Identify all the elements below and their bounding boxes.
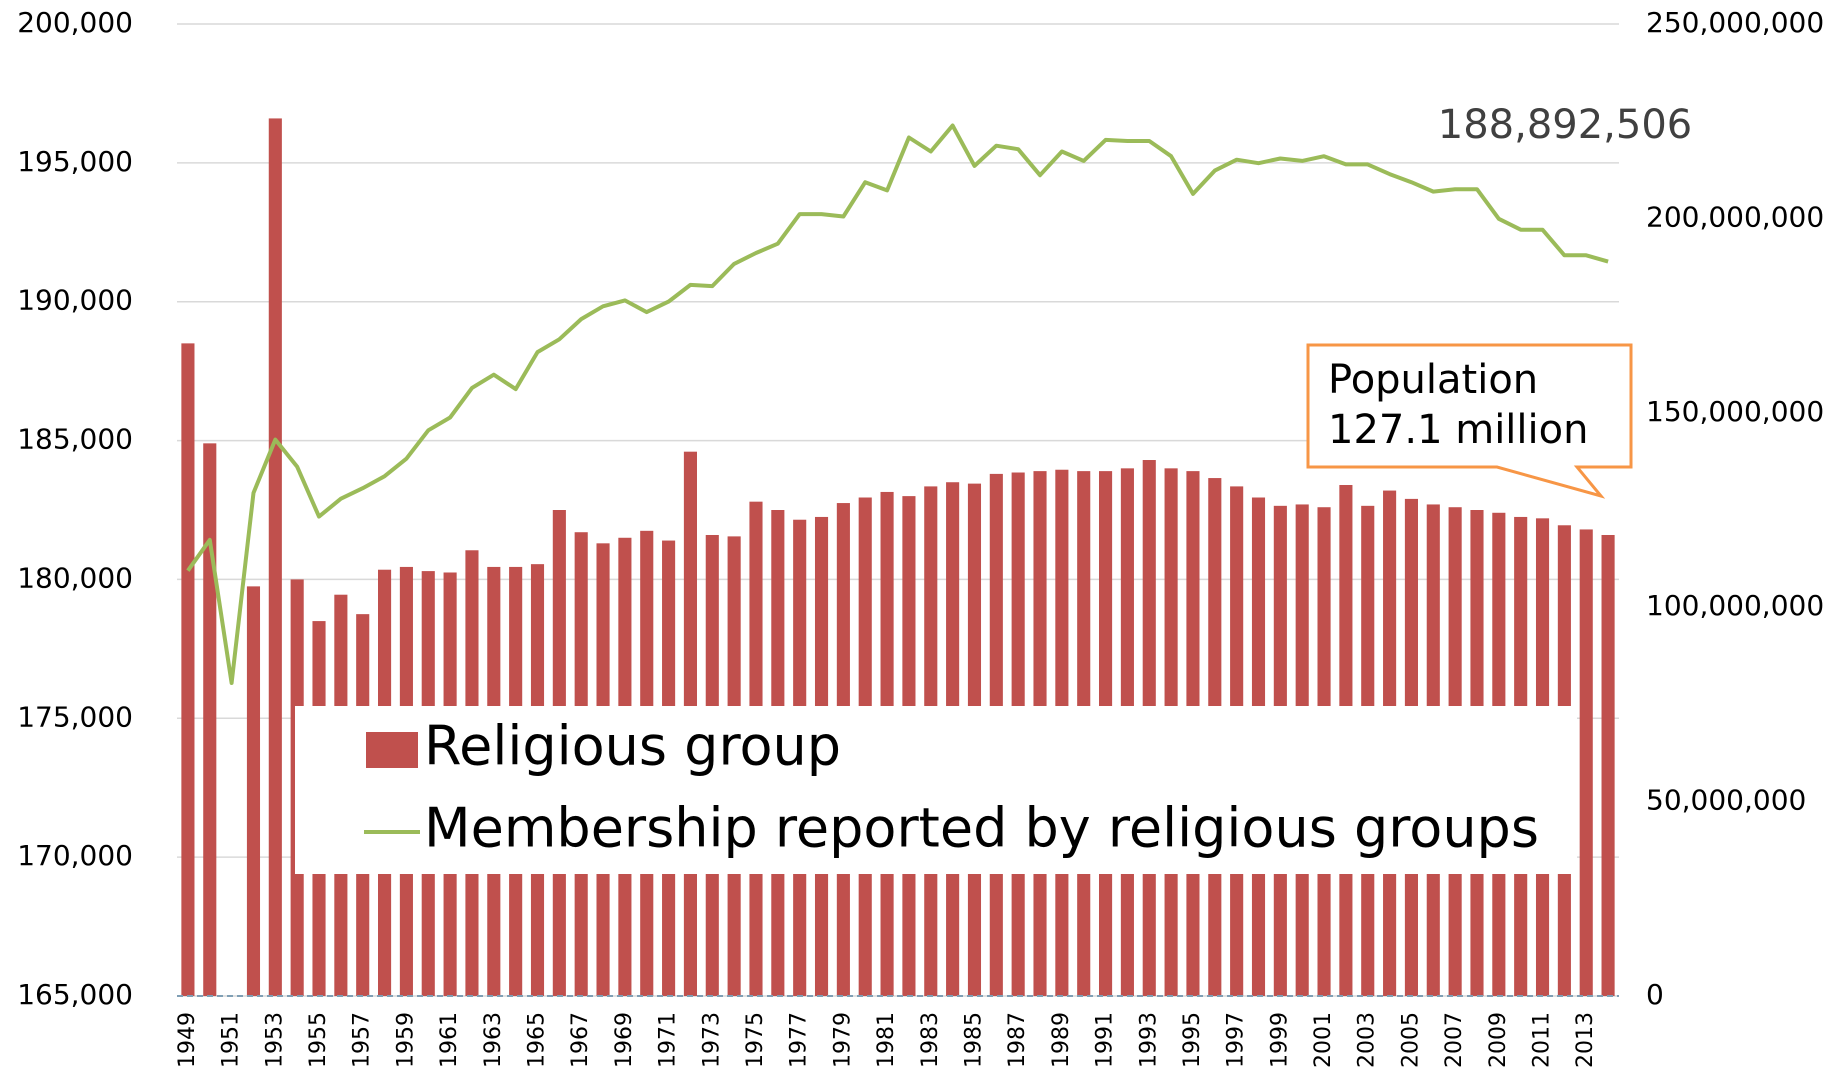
- y-tick-label: 175,000: [17, 700, 133, 733]
- x-tick-label: 1951: [219, 1012, 244, 1068]
- x-tick-label: 2005: [1398, 1012, 1423, 1068]
- y2-tick-label: 50,000,000: [1646, 784, 1806, 817]
- x-tick-label: 1975: [743, 1012, 768, 1068]
- callout-box: [1306, 343, 1633, 499]
- y2-tick-label: 200,000,000: [1646, 200, 1824, 233]
- x-tick-label: 2003: [1355, 1012, 1380, 1068]
- x-tick-label: 2001: [1311, 1012, 1336, 1068]
- x-tick-label: 1983: [918, 1012, 943, 1068]
- x-tick-label: 1981: [874, 1012, 899, 1068]
- bar: [268, 118, 282, 997]
- x-tick-label: 1995: [1180, 1012, 1205, 1068]
- x-tick-label: 1963: [481, 1012, 506, 1068]
- y-tick-label: 165,000: [17, 978, 133, 1011]
- x-tick-label: 1949: [175, 1012, 200, 1068]
- y-tick-label: 195,000: [17, 145, 133, 178]
- x-tick-label: 1957: [350, 1012, 375, 1068]
- y-tick-label: 170,000: [17, 839, 133, 872]
- line: [186, 123, 1609, 685]
- bar: [1601, 534, 1615, 996]
- legend-swatch: [366, 732, 418, 768]
- y-tick-label: 185,000: [17, 423, 133, 456]
- x-tick-label: 1987: [1005, 1012, 1030, 1068]
- bar: [246, 586, 261, 996]
- bar: [1579, 529, 1593, 996]
- x-tick-label: 1991: [1093, 1012, 1118, 1068]
- x-tick-label: 1999: [1267, 1012, 1292, 1068]
- bar: [181, 343, 195, 996]
- y2-tick-label: 250,000,000: [1646, 6, 1824, 39]
- legend-box: [295, 706, 1577, 874]
- x-tick-label: 1953: [262, 1012, 287, 1068]
- x-tick-label: 1959: [393, 1012, 418, 1068]
- x-tick-label: 2011: [1530, 1012, 1555, 1068]
- x-tick-label: 1989: [1049, 1012, 1074, 1068]
- callout-text: Population: [1328, 357, 1538, 403]
- bar: [203, 443, 217, 996]
- x-tick-label: 1971: [656, 1012, 681, 1068]
- y2-tick-label: 150,000,000: [1646, 395, 1824, 428]
- x-tick-label: 1993: [1136, 1012, 1161, 1068]
- x-tick-label: 1967: [568, 1012, 593, 1068]
- x-tick-label: 1961: [437, 1012, 462, 1068]
- legend-label: Membership reported by religious groups: [424, 797, 1539, 860]
- x-tick-label: 1979: [830, 1012, 855, 1068]
- x-tick-label: 2007: [1442, 1012, 1467, 1068]
- x-tick-label: 1955: [306, 1012, 331, 1068]
- y2-tick-label: 0: [1646, 978, 1664, 1011]
- y-tick-label: 180,000: [17, 561, 133, 594]
- x-tick-label: 1969: [612, 1012, 637, 1068]
- x-tick-label: 1973: [699, 1012, 724, 1068]
- x-tick-label: 2009: [1486, 1012, 1511, 1068]
- x-tick-label: 2013: [1573, 1012, 1598, 1068]
- x-tick-label: 1977: [787, 1012, 812, 1068]
- y2-tick-label: 100,000,000: [1646, 589, 1824, 622]
- x-tick-label: 1985: [961, 1012, 986, 1068]
- y-tick-label: 190,000: [17, 284, 133, 317]
- x-tick-label: 1965: [525, 1012, 550, 1068]
- callout-text: 127.1 million: [1328, 407, 1588, 453]
- y-tick-label: 200,000: [17, 6, 133, 39]
- legend-label: Religious group: [424, 715, 841, 778]
- annotation: 188,892,506: [1438, 102, 1692, 148]
- x-tick-label: 1997: [1224, 1012, 1249, 1068]
